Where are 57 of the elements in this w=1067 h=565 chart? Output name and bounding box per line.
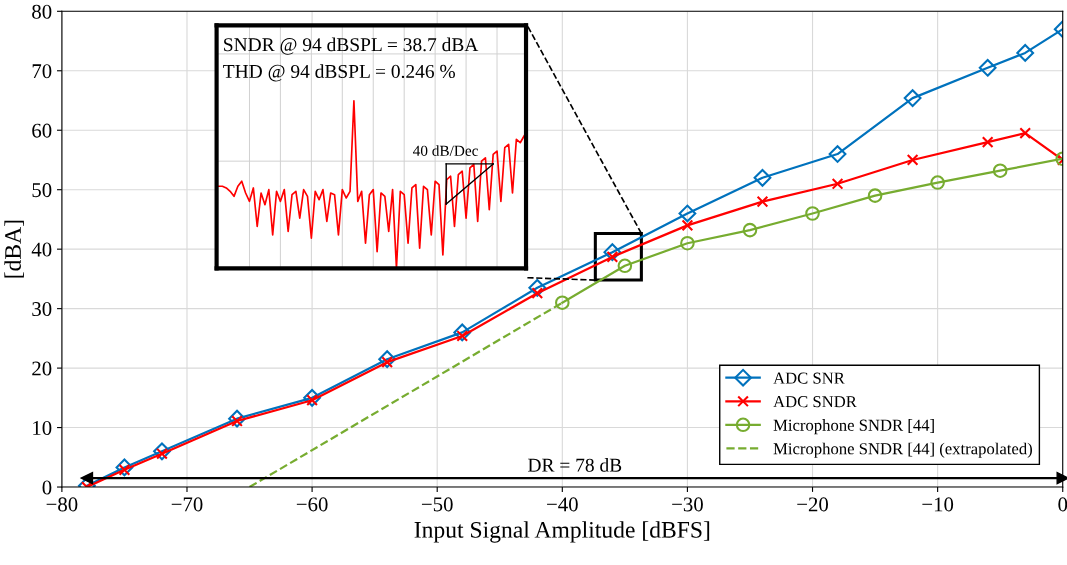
x-axis-title: Input Signal Amplitude [dBFS] [414, 521, 710, 543]
point [678, 204, 697, 223]
point [981, 136, 994, 149]
point [978, 58, 997, 77]
point [867, 188, 883, 203]
x-tick-label: −60 [296, 497, 328, 512]
y-axis-title: [dBA] [4, 220, 24, 278]
point [756, 195, 769, 208]
x-tick-label: −40 [547, 497, 578, 512]
point [528, 278, 547, 297]
point [681, 219, 694, 232]
point [617, 258, 633, 274]
point [753, 168, 772, 187]
y-tick-label: 40 [31, 242, 52, 257]
x-tick-label: −70 [171, 497, 203, 512]
y-tick-label: 70 [32, 64, 52, 79]
point [1056, 471, 1067, 485]
point [992, 163, 1008, 178]
y-tick-label: 80 [32, 4, 52, 19]
point [453, 323, 472, 342]
point [930, 175, 945, 190]
point [906, 154, 919, 166]
y-tick-label: 30 [32, 302, 52, 317]
point [228, 409, 246, 428]
legend-label: Microphone SNDR [44] (extrapolated) [773, 442, 1032, 458]
point [828, 145, 847, 163]
x-tick-label: −10 [922, 497, 954, 512]
point [805, 206, 820, 221]
point [903, 89, 922, 108]
legend-label: ADC SNR [773, 372, 845, 384]
x-tick-label: −20 [797, 497, 829, 512]
point [115, 458, 134, 477]
x-tick-label: −30 [672, 497, 703, 512]
point [378, 350, 397, 369]
point [153, 442, 171, 461]
point [742, 222, 758, 238]
annotation: DR = 78 dB [528, 458, 622, 472]
x-tick-label: 0 [1058, 497, 1067, 512]
x-tick-label: −50 [421, 497, 453, 512]
y-tick-label: 20 [32, 361, 52, 376]
y-tick-label: 50 [32, 183, 52, 198]
x-tick-label: −80 [46, 497, 78, 512]
y-tick-label: 10 [33, 420, 52, 435]
point [1019, 127, 1032, 140]
annotation: SNDR @ 94 dBSPL = 38.7 dBA [224, 37, 479, 55]
point [1016, 44, 1035, 62]
annotation: THD @ 94 dBSPL = 0.246 % [223, 64, 455, 82]
legend-label: ADC SNDR [773, 396, 857, 408]
y-tick-label: 60 [32, 123, 52, 138]
legend-label: Microphone SNDR [44] [773, 419, 934, 435]
annotation: 40 dB/Dec [412, 145, 478, 156]
point [680, 235, 695, 251]
y-tick-label: 0 [42, 480, 52, 495]
point [303, 388, 321, 407]
point [831, 177, 844, 190]
point [80, 471, 94, 485]
point [555, 295, 570, 310]
